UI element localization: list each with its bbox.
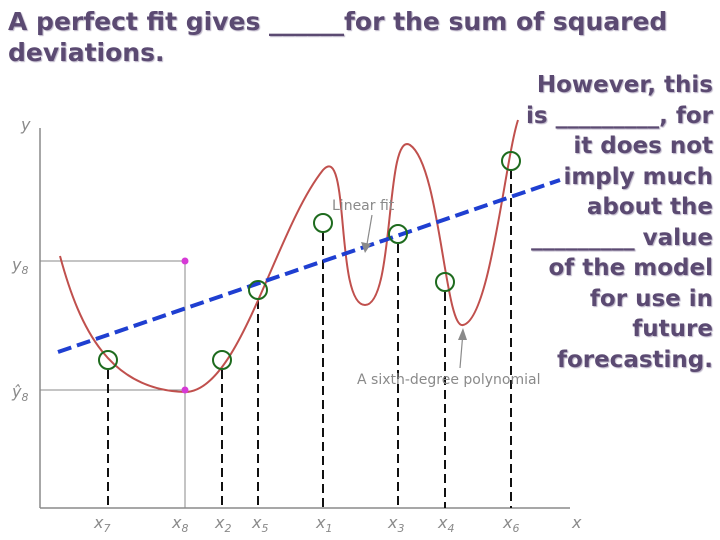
y8-marker [181,257,189,265]
x-tick-x2: x2 [214,513,231,535]
x-tick-labels: x7 x8 x2 x5 x1 x3 x4 x6 [93,513,519,535]
polynomial-label: A sixth-degree polynomial [357,372,540,388]
x-tick-x8: x8 [171,513,188,535]
polynomial-curve [59,119,519,394]
x-tick-x7: x7 [93,513,110,535]
data-point-x4 [435,272,455,292]
yhat8-label: ŷ8 [11,382,28,404]
x-tick-x3: x3 [387,513,404,535]
linear-fit-label: Linear fit [332,198,395,214]
x-tick-x5: x5 [251,513,268,535]
data-point-x1 [313,213,333,233]
data-point-x3 [388,224,408,244]
slide-heading: A perfect fit gives ______for the sum of… [8,7,668,67]
data-point-x2 [212,350,232,370]
data-point-x6 [501,151,521,171]
linear-fit-arrowhead [361,242,371,253]
x-tick-x6: x6 [502,513,519,535]
x-axis-label: x [571,513,582,532]
data-points [98,151,521,370]
polynomial-arrowhead [458,328,467,340]
side-explanation: However, this is _________, for it does … [526,72,713,373]
y8-label: y8 [11,255,28,277]
x-tick-x1: x1 [315,513,332,535]
linear-fit-line [57,178,561,354]
y-axis-label: y [20,115,31,134]
yhat8-marker [181,386,189,394]
x-tick-x4: x4 [437,513,454,535]
data-point-x5 [248,280,268,300]
data-point-x7 [98,350,118,370]
drop-lines [107,170,512,508]
